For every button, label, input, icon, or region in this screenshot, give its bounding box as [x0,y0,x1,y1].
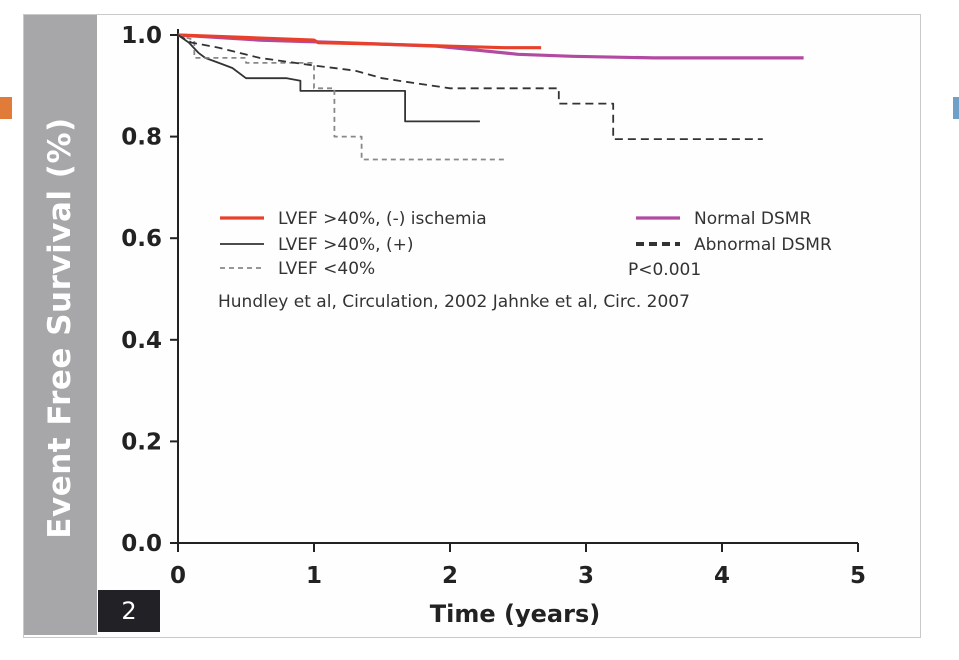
figure-number-badge: 2 [98,590,160,632]
curve-normal-dsmr [177,33,804,60]
curve-lvef-40 [177,34,505,161]
axes: 0.0 0.2 0.4 0.6 0.8 1.0 0 1 2 3 4 5 [121,23,866,589]
legend-label-lvef-40: LVEF <40% [278,259,375,279]
y-tick-label: 0.0 [121,531,162,557]
legend-label-normal-dsmr: Normal DSMR [694,209,811,229]
legend: LVEF >40%, (-) ischemia LVEF >40%, (+) LVE… [220,209,832,279]
y-axis-label-band [24,15,97,635]
legend-label-abnormal-dsmr: Abnormal DSMR [694,235,832,255]
slide-marker-left [0,97,12,119]
x-tick-label: 3 [578,563,594,589]
y-tick-label: 0.8 [121,125,162,151]
slide-marker-right [953,97,959,119]
p-value-annotation: P<0.001 [628,260,701,280]
x-tick-label: 5 [850,563,866,589]
legend-label-lvef-40: LVEF >40%, (+) [278,235,414,255]
curve-lvef-40-ischemia [177,33,542,50]
y-tick-label: 0.2 [121,429,162,455]
x-tick-label: 1 [306,563,322,589]
curve-abnormal-dsmr [177,34,763,140]
citation-annotation: Hundley et al, Circulation, 2002 Jahnke … [218,292,690,312]
x-tick-label: 4 [714,563,730,589]
legend-label-lvef-40-ischemia: LVEF >40%, (-) ischemia [278,209,487,229]
x-tick-label: 2 [442,563,458,589]
y-tick-label: 0.6 [121,226,162,252]
x-tick-label: 0 [170,563,186,589]
survival-curves [177,33,804,161]
curve-lvef-40 [177,34,480,123]
y-tick-label: 0.4 [121,328,162,354]
x-axis-title: Time (years) [430,600,600,628]
figure-frame [23,14,921,638]
y-tick-label: 1.0 [121,23,162,49]
